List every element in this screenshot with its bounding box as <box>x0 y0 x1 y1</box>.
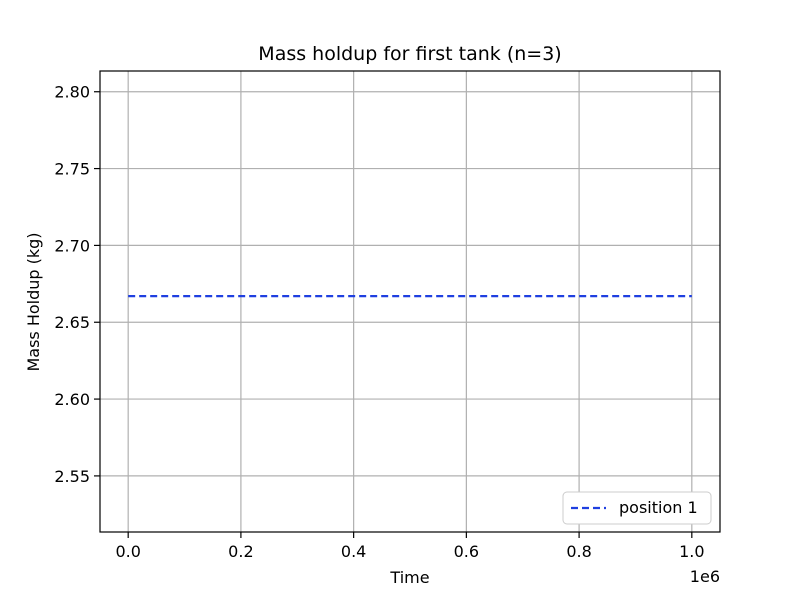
x-axis-offset-label: 1e6 <box>690 567 720 586</box>
x-axis-label: Time <box>389 568 429 587</box>
chart-title: Mass holdup for first tank (n=3) <box>258 43 561 65</box>
legend: position 1 <box>562 491 712 525</box>
legend-box <box>562 491 712 525</box>
y-tick-label: 2.65 <box>54 313 90 332</box>
grid <box>100 71 720 532</box>
y-tick-label: 2.60 <box>54 390 90 409</box>
y-tick-label: 2.55 <box>54 467 90 486</box>
x-tick-label: 0.4 <box>341 542 366 561</box>
legend-label-position-1: position 1 <box>619 498 698 517</box>
plot-frame <box>99 70 721 533</box>
y-tick-label: 2.70 <box>54 236 90 255</box>
y-tick-label: 2.80 <box>54 83 90 102</box>
x-tick-label: 0.2 <box>228 542 253 561</box>
y-tick-label: 2.75 <box>54 160 90 179</box>
y-axis-label: Mass Holdup (kg) <box>24 232 43 371</box>
x-tick-label: 0.6 <box>454 542 479 561</box>
x-tick-label: 0.8 <box>566 542 591 561</box>
x-tick-label: 1.0 <box>679 542 704 561</box>
y-axis-ticks: 2.55 2.60 2.65 2.70 2.75 2.80 <box>54 83 100 486</box>
plot-area <box>100 71 720 532</box>
x-axis-ticks: 0.0 0.2 0.4 0.6 0.8 1.0 <box>115 532 705 561</box>
x-tick-label: 0.0 <box>115 542 140 561</box>
